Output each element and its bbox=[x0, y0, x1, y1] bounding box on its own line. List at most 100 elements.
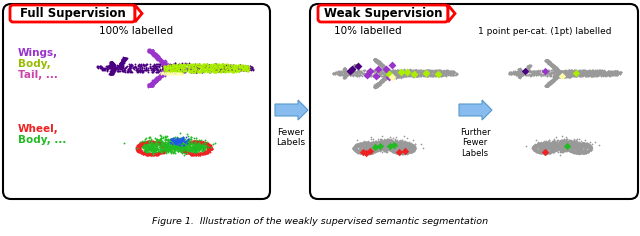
Point bbox=[532, 143, 542, 146]
Point bbox=[339, 75, 349, 79]
Point bbox=[166, 146, 176, 149]
Point bbox=[161, 151, 171, 154]
Point bbox=[141, 140, 152, 144]
Point bbox=[548, 64, 558, 68]
Point bbox=[397, 150, 407, 154]
Point bbox=[554, 73, 564, 77]
Point bbox=[341, 74, 351, 78]
Point bbox=[543, 150, 553, 154]
Point bbox=[406, 150, 417, 154]
Point bbox=[145, 141, 156, 144]
Point bbox=[556, 74, 566, 78]
Point bbox=[378, 79, 388, 82]
Point bbox=[582, 69, 592, 73]
Point bbox=[515, 75, 525, 78]
Point bbox=[349, 144, 359, 148]
Point bbox=[515, 69, 525, 72]
Point bbox=[115, 64, 125, 67]
Point bbox=[370, 143, 380, 147]
Point bbox=[582, 74, 593, 77]
Point bbox=[156, 75, 166, 79]
Point bbox=[166, 69, 177, 73]
Point bbox=[575, 143, 585, 147]
Point bbox=[184, 149, 194, 153]
Point bbox=[567, 142, 577, 145]
Point bbox=[129, 65, 139, 69]
Point bbox=[186, 148, 196, 152]
Point bbox=[395, 142, 405, 146]
Point bbox=[341, 68, 351, 72]
Point bbox=[158, 143, 168, 147]
Point bbox=[550, 74, 561, 78]
Point bbox=[385, 148, 396, 152]
Point bbox=[568, 148, 579, 152]
Point bbox=[200, 151, 211, 155]
Point bbox=[377, 78, 387, 82]
Point bbox=[604, 69, 614, 73]
Point bbox=[364, 69, 374, 73]
Point bbox=[391, 149, 401, 153]
Point bbox=[355, 70, 365, 74]
Point bbox=[546, 70, 556, 74]
Point bbox=[101, 64, 111, 68]
Point bbox=[515, 73, 525, 76]
Point bbox=[577, 147, 588, 151]
Point bbox=[179, 146, 189, 149]
Point bbox=[135, 69, 145, 73]
Point bbox=[107, 60, 117, 64]
Point bbox=[374, 148, 384, 152]
Point bbox=[552, 74, 563, 77]
Point bbox=[539, 148, 549, 152]
Point bbox=[424, 68, 434, 72]
Point bbox=[560, 69, 570, 73]
Point bbox=[152, 56, 163, 60]
Point bbox=[435, 73, 445, 77]
Point bbox=[152, 153, 163, 156]
Point bbox=[550, 76, 561, 80]
Point bbox=[186, 141, 196, 145]
Point bbox=[416, 72, 426, 76]
Point bbox=[358, 150, 369, 154]
Point bbox=[521, 69, 531, 73]
Point bbox=[573, 72, 583, 76]
Point bbox=[385, 147, 396, 150]
Point bbox=[376, 63, 386, 67]
Point bbox=[203, 143, 213, 147]
Point bbox=[340, 68, 350, 72]
Point bbox=[541, 148, 552, 152]
Point bbox=[104, 63, 114, 67]
Point bbox=[574, 73, 584, 76]
Point bbox=[108, 67, 118, 71]
Point bbox=[588, 68, 598, 72]
Point bbox=[552, 71, 563, 75]
Point bbox=[363, 68, 373, 72]
Point bbox=[152, 52, 162, 56]
Point bbox=[437, 73, 447, 76]
Point bbox=[365, 142, 375, 146]
Point bbox=[389, 71, 399, 75]
Point bbox=[159, 69, 169, 73]
Point bbox=[381, 149, 392, 153]
Point bbox=[534, 150, 544, 153]
Point bbox=[152, 68, 163, 72]
Point bbox=[537, 147, 547, 151]
Point bbox=[549, 146, 559, 150]
Point bbox=[554, 143, 564, 147]
Point bbox=[246, 68, 256, 72]
Point bbox=[371, 59, 381, 63]
Point bbox=[352, 142, 362, 146]
Point bbox=[520, 68, 531, 72]
Point bbox=[362, 152, 372, 156]
Point bbox=[536, 140, 546, 144]
Point bbox=[580, 142, 591, 146]
Point bbox=[540, 84, 550, 88]
Point bbox=[537, 150, 547, 154]
Point bbox=[162, 68, 172, 72]
Point bbox=[233, 63, 243, 67]
Point bbox=[550, 67, 560, 71]
Point bbox=[395, 152, 405, 156]
Point bbox=[391, 135, 401, 139]
Point bbox=[181, 150, 191, 154]
Point bbox=[587, 71, 597, 74]
Point bbox=[394, 147, 404, 150]
